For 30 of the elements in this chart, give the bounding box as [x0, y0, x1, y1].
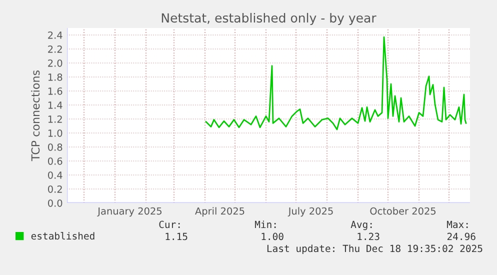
text: 24.96	[447, 232, 476, 240]
y-tick-label: 1.0	[48, 129, 62, 137]
text: Last update: Thu Dec 18 19:35:02 2025	[267, 244, 482, 254]
text: Max:	[446, 220, 468, 228]
y-tick-label: 0.0	[48, 199, 62, 207]
y-tick-label: 2.2	[48, 45, 62, 53]
x-tick-label: April 2025	[195, 207, 244, 217]
y-tick-label: 0.2	[48, 185, 62, 193]
text: 1.00	[262, 232, 284, 240]
chart-title: Netstat, established only - by year	[162, 12, 376, 26]
x-tick-label: July 2025	[288, 207, 333, 217]
text: Cur:	[159, 220, 180, 228]
y-tick-label: 0.6	[48, 157, 62, 165]
y-tick-label: 1.6	[48, 87, 62, 95]
y-axis-title: TCP connections	[31, 70, 40, 162]
line-series	[205, 36, 467, 130]
legend-label: established	[31, 232, 94, 240]
x-tick-label: October 2025	[370, 207, 436, 215]
text: 1.15	[166, 232, 188, 240]
text: Min:	[254, 220, 276, 228]
y-tick-label: 1.2	[48, 115, 62, 123]
x-tick-label: January 2025	[97, 207, 162, 217]
text: 1.23	[358, 232, 380, 240]
y-tick-label: 2.4	[48, 31, 62, 39]
y-tick-label: 1.4	[48, 102, 62, 109]
y-tick-label: 0.4	[48, 171, 62, 179]
y-tick-label: 1.8	[48, 73, 62, 81]
y-tick-label: 0.8	[48, 143, 62, 151]
y-tick-label: 2.0	[48, 59, 62, 67]
text: Avg:	[350, 220, 372, 230]
